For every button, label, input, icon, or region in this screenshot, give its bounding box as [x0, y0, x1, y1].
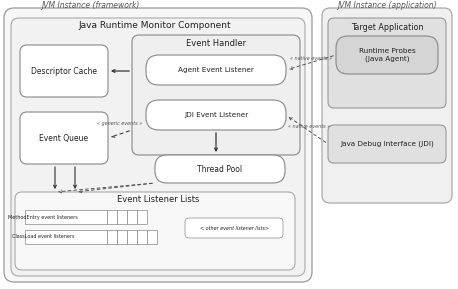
FancyBboxPatch shape — [328, 18, 446, 108]
FancyBboxPatch shape — [132, 35, 300, 155]
Bar — [127, 230, 137, 244]
FancyBboxPatch shape — [20, 45, 108, 97]
Text: « native events »: « native events » — [288, 123, 330, 129]
Bar — [117, 230, 127, 244]
Text: Agent Event Listener: Agent Event Listener — [178, 67, 254, 73]
FancyBboxPatch shape — [322, 8, 452, 203]
Text: JVM Instance (application): JVM Instance (application) — [337, 1, 437, 10]
Text: ClassLoad event listeners: ClassLoad event listeners — [12, 234, 74, 240]
FancyBboxPatch shape — [146, 55, 286, 85]
Bar — [127, 210, 137, 224]
Bar — [137, 230, 147, 244]
Text: JVM Instance (framework): JVM Instance (framework) — [41, 1, 139, 10]
Text: « native events »: « native events » — [290, 55, 332, 60]
Text: Target Application: Target Application — [351, 23, 423, 32]
Text: JDI Event Listener: JDI Event Listener — [184, 112, 248, 118]
Bar — [25, 210, 107, 224]
Bar — [117, 210, 127, 224]
Text: « generic events »: « generic events » — [98, 121, 142, 125]
Text: Runtime Probes
(Java Agent): Runtime Probes (Java Agent) — [359, 48, 415, 62]
Text: < other event listener lists>: < other event listener lists> — [200, 225, 268, 231]
FancyBboxPatch shape — [4, 8, 312, 282]
Text: Event Listener Lists: Event Listener Lists — [117, 195, 199, 205]
FancyBboxPatch shape — [336, 36, 438, 74]
FancyBboxPatch shape — [15, 192, 295, 270]
Bar — [137, 210, 147, 224]
FancyBboxPatch shape — [11, 18, 305, 276]
Bar — [107, 210, 117, 224]
Bar — [25, 230, 107, 244]
FancyBboxPatch shape — [20, 112, 108, 164]
Bar — [147, 230, 157, 244]
Bar — [107, 230, 117, 244]
FancyBboxPatch shape — [155, 155, 285, 183]
Text: Java Debug Interface (JDI): Java Debug Interface (JDI) — [340, 141, 434, 147]
Text: Descriptor Cache: Descriptor Cache — [31, 66, 97, 75]
FancyBboxPatch shape — [146, 100, 286, 130]
Text: MethodEntry event listeners: MethodEntry event listeners — [8, 214, 78, 220]
Text: Event Handler: Event Handler — [186, 40, 246, 49]
Text: Event Queue: Event Queue — [39, 134, 88, 142]
FancyBboxPatch shape — [185, 218, 283, 238]
Text: Thread Pool: Thread Pool — [197, 164, 243, 173]
Text: Java Runtime Monitor Component: Java Runtime Monitor Component — [79, 21, 231, 31]
FancyBboxPatch shape — [328, 125, 446, 163]
